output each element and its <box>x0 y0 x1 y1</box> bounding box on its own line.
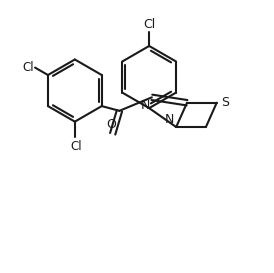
Text: Cl: Cl <box>22 61 34 74</box>
Text: N: N <box>165 113 174 126</box>
Text: S: S <box>221 96 229 109</box>
Text: Cl: Cl <box>70 140 82 153</box>
Text: Cl: Cl <box>143 18 155 31</box>
Text: N: N <box>140 99 150 112</box>
Text: O: O <box>106 118 116 131</box>
